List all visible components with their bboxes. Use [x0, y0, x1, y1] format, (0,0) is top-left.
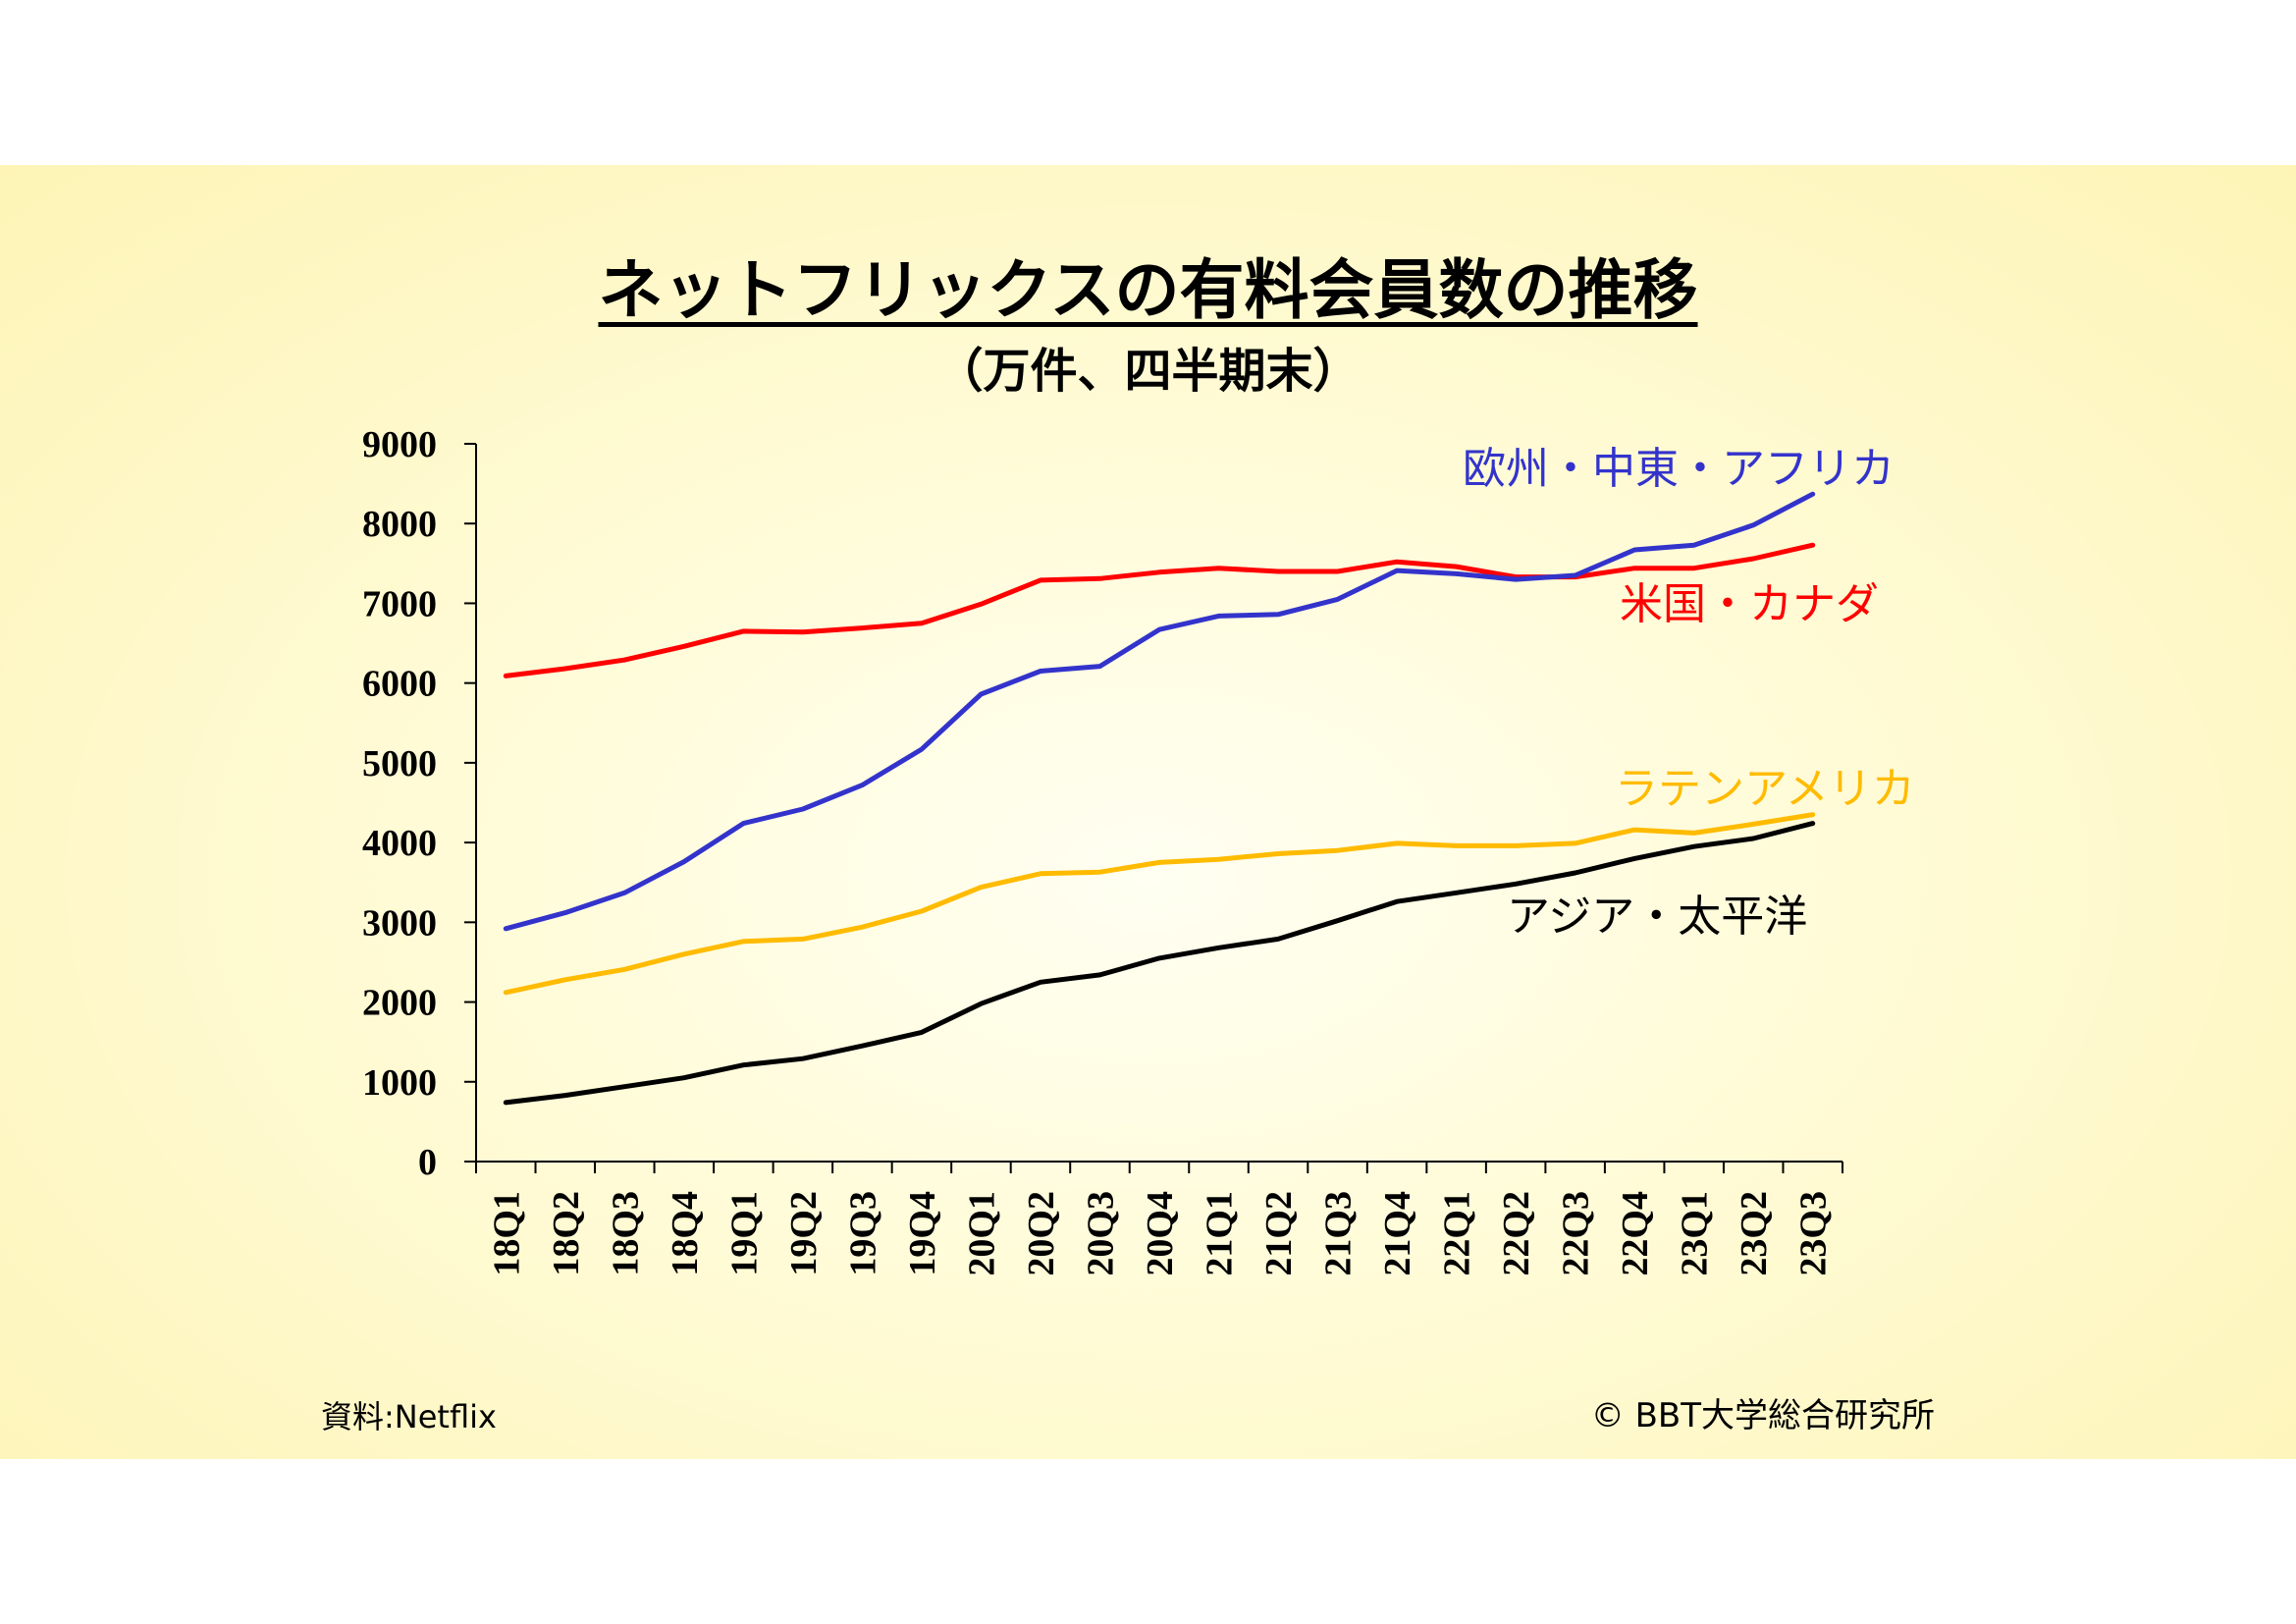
y-tick-label: 2000 — [362, 983, 437, 1024]
x-tick-label: 22Q3 — [1556, 1191, 1597, 1276]
y-tick-label: 7000 — [362, 583, 437, 624]
y-tick-label: 4000 — [362, 823, 437, 864]
x-tick-label: 23Q2 — [1734, 1191, 1775, 1276]
series-label-2: 欧州・中東・アフリカ — [1463, 444, 1895, 494]
x-tick-label: 21Q2 — [1258, 1191, 1300, 1276]
x-tick-label: 23Q1 — [1675, 1191, 1716, 1276]
x-tick-label: 19Q1 — [723, 1191, 765, 1276]
x-tick-label: 21Q1 — [1200, 1191, 1241, 1276]
series-line-3 — [503, 812, 1816, 996]
chart-title-text: ネットフリックスの有料会員数の推移 — [598, 252, 1698, 328]
x-tick-label: 19Q2 — [783, 1191, 825, 1276]
y-tick-label: 9000 — [362, 424, 437, 465]
y-tick-label: 5000 — [362, 743, 437, 785]
chart-subtitle: （万件、四半期末） — [935, 344, 1361, 399]
y-tick-label: 6000 — [362, 664, 437, 705]
series-line-4 — [503, 821, 1816, 1106]
x-tick-label: 20Q1 — [961, 1191, 1002, 1276]
series-line-2 — [503, 491, 1816, 932]
x-tick-label: 21Q3 — [1318, 1191, 1360, 1276]
x-tick-label: 19Q4 — [902, 1191, 943, 1276]
source-note: 資料:Netflix — [321, 1398, 497, 1435]
y-tick-label: 3000 — [362, 902, 437, 944]
x-tick-label: 20Q3 — [1080, 1191, 1121, 1276]
y-tick-label: 8000 — [362, 504, 437, 545]
x-tick-label: 18Q1 — [486, 1191, 527, 1276]
series-label-1: 米国・カナダ — [1620, 579, 1879, 629]
x-tick-label: 21Q4 — [1377, 1191, 1418, 1276]
x-tick-label: 18Q2 — [546, 1191, 587, 1276]
chart-title: ネットフリックスの有料会員数の推移 — [0, 238, 2296, 332]
y-tick-label: 1000 — [362, 1062, 437, 1104]
x-tick-label: 23Q3 — [1793, 1191, 1835, 1276]
series-line-1 — [503, 542, 1816, 678]
x-tick-label: 20Q2 — [1021, 1191, 1062, 1276]
y-tick-label: 0 — [418, 1142, 437, 1183]
x-tick-label: 20Q4 — [1140, 1191, 1181, 1276]
slide-background — [0, 165, 2296, 1459]
series-label-3: ラテンアメリカ — [1615, 764, 1915, 814]
x-tick-label: 18Q3 — [605, 1191, 646, 1276]
x-tick-label: 22Q1 — [1437, 1191, 1478, 1276]
x-tick-label: 18Q4 — [665, 1191, 706, 1276]
x-tick-label: 19Q3 — [842, 1191, 883, 1276]
copyright-note: © BBT大学総合研究所 — [1590, 1396, 1935, 1435]
series-label-4: アジア・太平洋 — [1507, 892, 1807, 942]
x-tick-label: 22Q2 — [1496, 1191, 1537, 1276]
x-tick-label: 22Q4 — [1615, 1191, 1656, 1276]
